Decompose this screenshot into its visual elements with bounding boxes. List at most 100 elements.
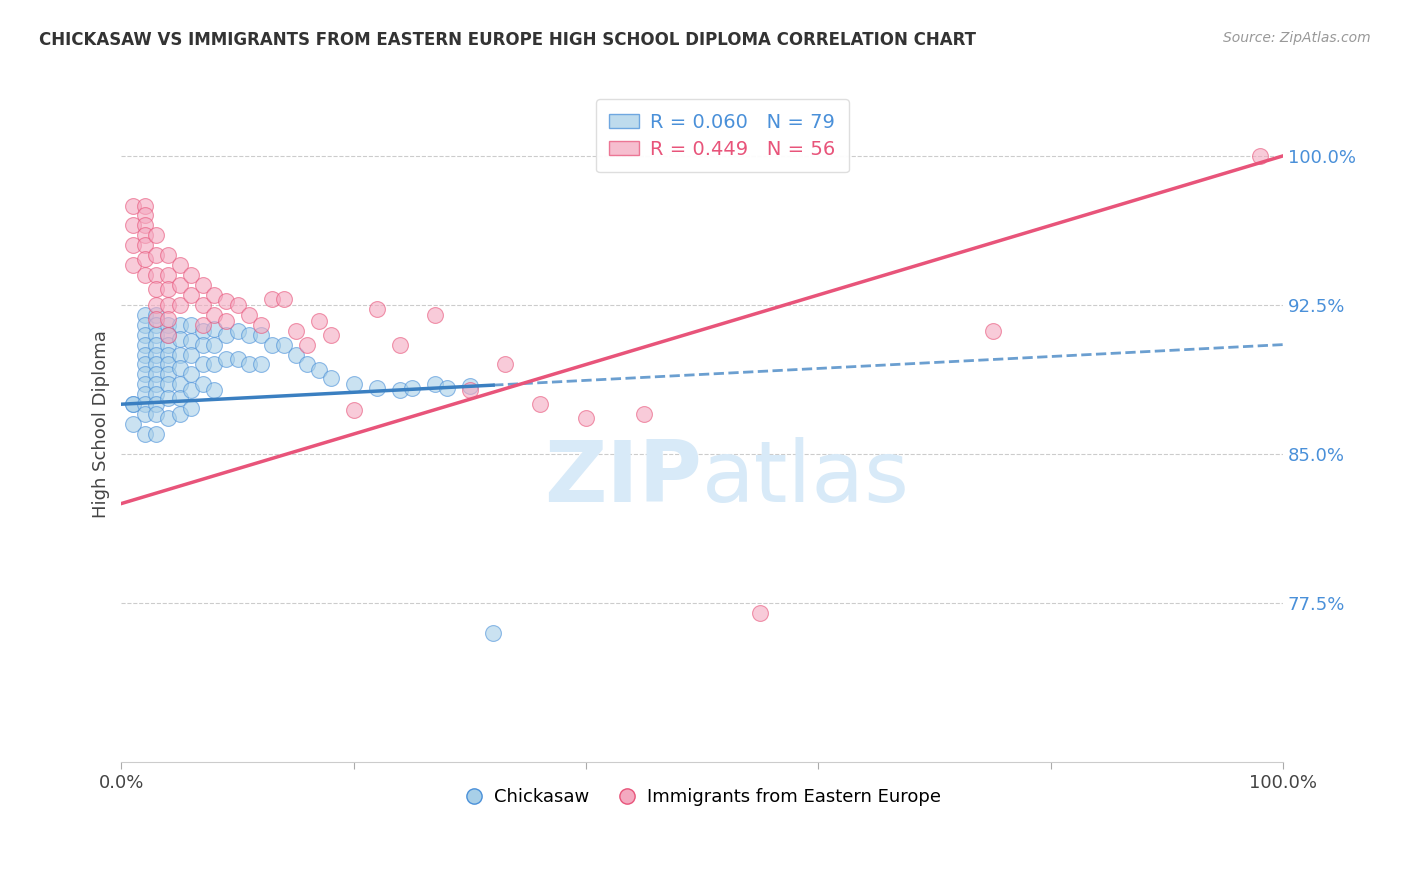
Point bbox=[145, 387, 167, 401]
Point bbox=[191, 278, 214, 293]
Point bbox=[215, 293, 238, 308]
Point bbox=[297, 358, 319, 372]
Point bbox=[262, 292, 284, 306]
Point bbox=[273, 337, 295, 351]
Point bbox=[145, 427, 167, 442]
Point bbox=[180, 288, 202, 302]
Point bbox=[156, 347, 179, 361]
Point bbox=[180, 334, 202, 348]
Point bbox=[156, 391, 179, 405]
Point bbox=[308, 314, 330, 328]
Point bbox=[238, 308, 260, 322]
Point bbox=[134, 228, 156, 243]
Point bbox=[981, 324, 1004, 338]
Point bbox=[749, 606, 772, 620]
Point bbox=[308, 363, 330, 377]
Point bbox=[134, 377, 156, 392]
Point bbox=[458, 384, 481, 398]
Point bbox=[191, 324, 214, 338]
Point bbox=[423, 308, 446, 322]
Point bbox=[156, 248, 179, 262]
Point bbox=[145, 407, 167, 421]
Point bbox=[122, 397, 145, 411]
Point bbox=[134, 252, 156, 267]
Y-axis label: High School Diploma: High School Diploma bbox=[93, 330, 110, 518]
Point bbox=[134, 318, 156, 332]
Point bbox=[215, 314, 238, 328]
Point bbox=[250, 318, 273, 332]
Point bbox=[297, 337, 319, 351]
Point bbox=[145, 377, 167, 392]
Point bbox=[191, 358, 214, 372]
Point bbox=[202, 337, 225, 351]
Point bbox=[180, 384, 202, 398]
Point bbox=[145, 248, 167, 262]
Point bbox=[122, 198, 145, 212]
Point bbox=[389, 384, 412, 398]
Point bbox=[134, 407, 156, 421]
Point bbox=[145, 282, 167, 296]
Point bbox=[250, 327, 273, 342]
Point bbox=[202, 358, 225, 372]
Point bbox=[134, 427, 156, 442]
Point bbox=[169, 318, 191, 332]
Point bbox=[191, 377, 214, 392]
Point bbox=[156, 298, 179, 312]
Point bbox=[156, 268, 179, 282]
Point bbox=[494, 358, 516, 372]
Point bbox=[134, 397, 156, 411]
Point bbox=[458, 379, 481, 393]
Point bbox=[180, 268, 202, 282]
Point bbox=[215, 351, 238, 366]
Point bbox=[389, 337, 412, 351]
Point bbox=[169, 332, 191, 346]
Point bbox=[134, 327, 156, 342]
Point bbox=[436, 381, 458, 395]
Point bbox=[284, 347, 307, 361]
Point bbox=[122, 219, 145, 233]
Point bbox=[343, 403, 366, 417]
Point bbox=[145, 311, 167, 326]
Text: ZIP: ZIP bbox=[544, 436, 702, 520]
Legend: Chickasaw, Immigrants from Eastern Europe: Chickasaw, Immigrants from Eastern Europ… bbox=[456, 781, 948, 814]
Point bbox=[145, 298, 167, 312]
Point bbox=[134, 337, 156, 351]
Point bbox=[262, 337, 284, 351]
Point bbox=[134, 198, 156, 212]
Point bbox=[202, 384, 225, 398]
Point bbox=[169, 361, 191, 376]
Point bbox=[238, 358, 260, 372]
Point bbox=[180, 318, 202, 332]
Point bbox=[156, 318, 179, 332]
Point bbox=[250, 358, 273, 372]
Text: Source: ZipAtlas.com: Source: ZipAtlas.com bbox=[1223, 31, 1371, 45]
Point bbox=[156, 358, 179, 372]
Point bbox=[529, 397, 551, 411]
Point bbox=[134, 308, 156, 322]
Point bbox=[145, 308, 167, 322]
Point bbox=[145, 337, 167, 351]
Point bbox=[319, 327, 342, 342]
Point bbox=[156, 282, 179, 296]
Point bbox=[134, 347, 156, 361]
Point bbox=[122, 238, 145, 252]
Point bbox=[145, 268, 167, 282]
Point bbox=[401, 381, 423, 395]
Point bbox=[134, 387, 156, 401]
Point bbox=[215, 327, 238, 342]
Point bbox=[366, 301, 388, 316]
Point bbox=[156, 337, 179, 351]
Point bbox=[156, 327, 179, 342]
Point bbox=[122, 258, 145, 272]
Point bbox=[156, 327, 179, 342]
Point bbox=[238, 327, 260, 342]
Point bbox=[169, 258, 191, 272]
Point bbox=[1249, 149, 1271, 163]
Point bbox=[145, 397, 167, 411]
Point bbox=[145, 228, 167, 243]
Point bbox=[145, 368, 167, 382]
Point bbox=[145, 347, 167, 361]
Point bbox=[156, 377, 179, 392]
Text: CHICKASAW VS IMMIGRANTS FROM EASTERN EUROPE HIGH SCHOOL DIPLOMA CORRELATION CHAR: CHICKASAW VS IMMIGRANTS FROM EASTERN EUR… bbox=[39, 31, 976, 49]
Text: atlas: atlas bbox=[702, 436, 910, 520]
